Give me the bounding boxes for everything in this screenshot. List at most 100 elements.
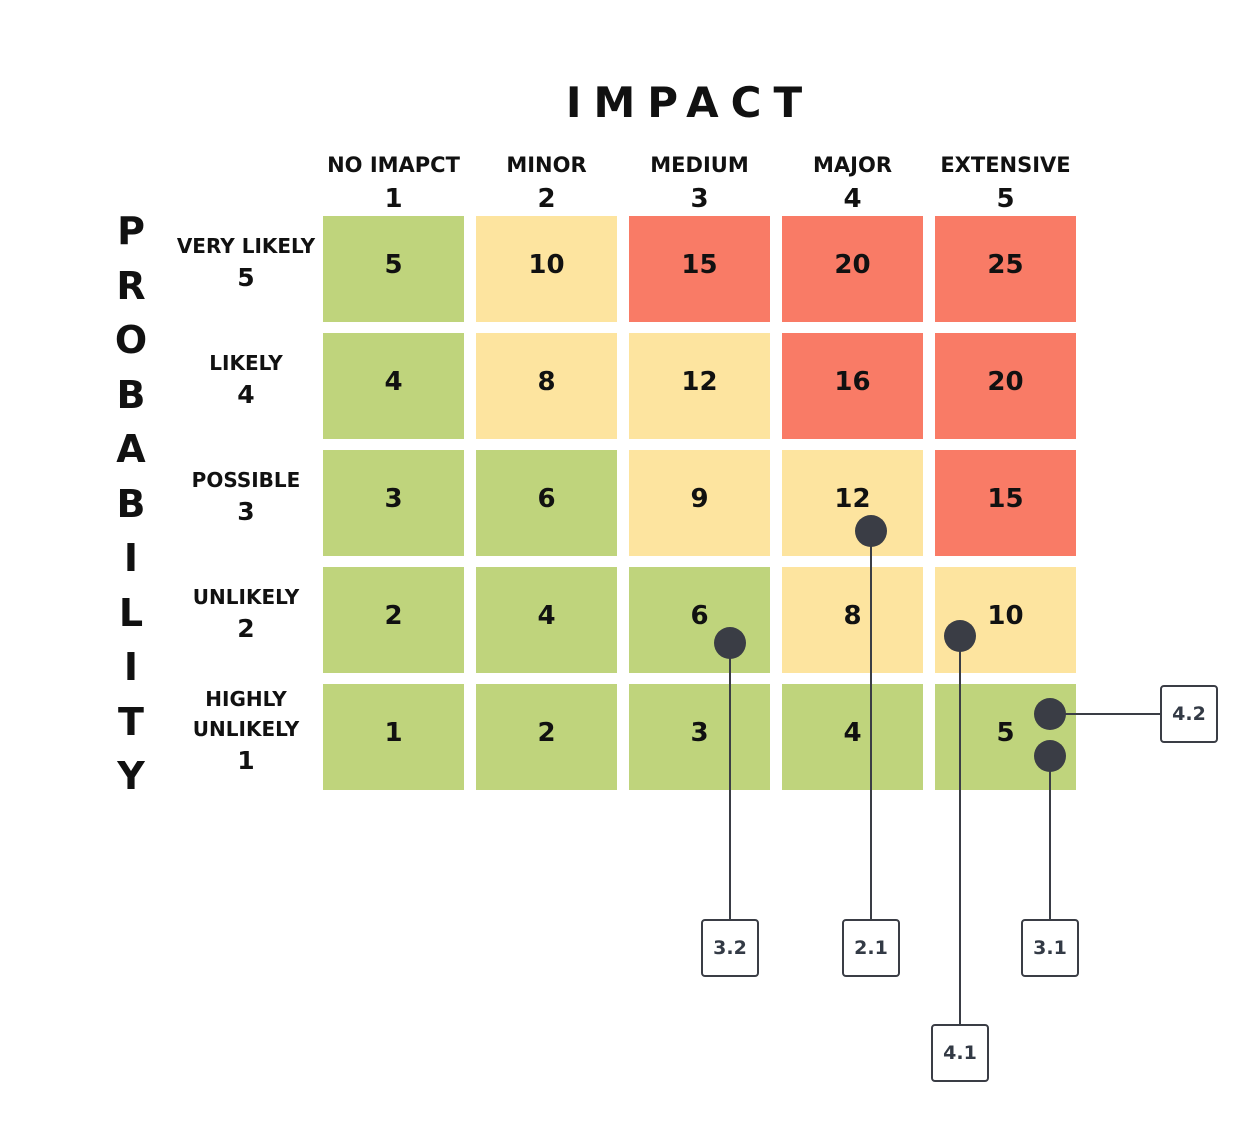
probability-row-name: UNLIKELY: [192, 717, 300, 741]
risk-score: 2: [384, 601, 403, 631]
impact-column-name: EXTENSIVE: [940, 153, 1071, 177]
risk-score: 12: [834, 484, 871, 514]
probability-row-4: LIKELY 4: [172, 327, 320, 433]
risk-score: 25: [987, 250, 1024, 280]
impact-column-name: MEDIUM: [650, 153, 749, 177]
probability-letter: B: [116, 372, 146, 417]
risk-cell-4-5: 20: [935, 333, 1076, 439]
risk-score: 16: [834, 367, 871, 397]
probability-letter: T: [118, 699, 144, 744]
risk-score: 12: [681, 367, 718, 397]
risk-score: 5: [384, 250, 403, 280]
risk-score: 5: [996, 718, 1015, 748]
risk-cell-4-3: 12: [629, 333, 770, 439]
impact-column-value: 1: [384, 184, 403, 214]
risk-cell-2-5: 10: [935, 567, 1076, 673]
risk-score: 6: [537, 484, 556, 514]
probability-letter: P: [117, 209, 145, 253]
marker-callout-4.1: 4.1: [931, 1024, 989, 1082]
risk-cell-5-4: 20: [782, 216, 923, 322]
impact-column-value: 4: [843, 184, 862, 214]
marker-callout-2.1: 2.1: [842, 919, 900, 977]
risk-score: 20: [834, 250, 871, 280]
risk-cell-1-2: 2: [476, 684, 617, 790]
impact-column-3: MEDIUM 3: [615, 148, 785, 216]
risk-score: 9: [690, 484, 709, 514]
impact-column-value: 5: [996, 184, 1015, 214]
marker-callout-3.1: 3.1: [1021, 919, 1079, 977]
risk-cell-2-1: 2: [323, 567, 464, 673]
probability-row-1: HIGHLY UNLIKELY 1: [172, 678, 320, 784]
probability-letter: Y: [117, 754, 145, 798]
risk-cell-5-2: 10: [476, 216, 617, 322]
risk-cell-3-5: 15: [935, 450, 1076, 556]
probability-row-name: POSSIBLE: [191, 468, 301, 492]
impact-column-name: MINOR: [506, 153, 587, 177]
risk-score: 2: [537, 718, 556, 748]
probability-row-value: 3: [237, 497, 255, 526]
risk-cell-5-1: 5: [323, 216, 464, 322]
probability-row-value: 1: [237, 746, 255, 775]
risk-cell-4-4: 16: [782, 333, 923, 439]
risk-cell-2-4: 8: [782, 567, 923, 673]
probability-row-3: POSSIBLE 3: [172, 444, 320, 550]
risk-score: 4: [843, 718, 862, 748]
risk-cell-2-2: 4: [476, 567, 617, 673]
marker-callout-3.2: 3.2: [701, 919, 759, 977]
probability-letter: I: [123, 536, 139, 580]
risk-cell-1-4: 4: [782, 684, 923, 790]
probability-letter: O: [114, 318, 148, 362]
risk-cell-2-3: 6: [629, 567, 770, 673]
risk-cell-5-5: 25: [935, 216, 1076, 322]
risk-cell-3-2: 6: [476, 450, 617, 556]
probability-letter: L: [118, 590, 144, 635]
impact-column-4: MAJOR 4: [768, 148, 938, 216]
marker-dot-2.1: [855, 515, 887, 547]
risk-score: 8: [843, 601, 862, 631]
risk-score: 4: [384, 367, 403, 397]
impact-column-value: 2: [537, 184, 556, 214]
probability-row-2: UNLIKELY 2: [172, 561, 320, 667]
risk-score: 8: [537, 367, 556, 397]
probability-row-name: LIKELY: [209, 351, 283, 375]
risk-score: 1: [384, 718, 403, 748]
risk-cell-4-2: 8: [476, 333, 617, 439]
risk-cell-5-3: 15: [629, 216, 770, 322]
risk-score: 15: [681, 250, 718, 280]
risk-cell-3-4: 12: [782, 450, 923, 556]
probability-row-5: VERY LIKELY 5: [172, 210, 320, 316]
probability-row-value: 5: [237, 263, 255, 292]
risk-cell-4-1: 4: [323, 333, 464, 439]
impact-column-1: NO IMAPCT 1: [309, 148, 479, 216]
marker-dot-3.1: [1034, 740, 1066, 772]
probability-letter: I: [123, 645, 139, 689]
impact-column-name: NO IMAPCT: [327, 153, 460, 177]
probability-row-name: VERY LIKELY: [176, 234, 316, 258]
probability-row-value: 2: [237, 614, 255, 643]
probability-letter: R: [116, 263, 146, 308]
marker-dot-4.1: [944, 620, 976, 652]
probability-letter: A: [116, 427, 146, 471]
risk-score: 10: [987, 601, 1024, 631]
impact-column-name: MAJOR: [813, 153, 892, 177]
risk-score: 3: [384, 484, 403, 514]
impact-column-value: 3: [690, 184, 709, 214]
risk-score: 15: [987, 484, 1024, 514]
risk-cell-3-1: 3: [323, 450, 464, 556]
risk-score: 10: [528, 250, 565, 280]
marker-dot-3.2: [714, 627, 746, 659]
risk-cell-3-3: 9: [629, 450, 770, 556]
probability-row-name: HIGHLY: [205, 687, 287, 711]
risk-score: 6: [690, 601, 709, 631]
impact-column-2: MINOR 2: [462, 148, 632, 216]
impact-column-5: EXTENSIVE 5: [921, 148, 1091, 216]
risk-score: 20: [987, 367, 1024, 397]
probability-letter: B: [116, 481, 146, 526]
probability-row-value: 4: [237, 380, 255, 409]
impact-axis-title: IMPACT: [565, 78, 815, 127]
risk-score: 4: [537, 601, 556, 631]
risk-cell-1-1: 1: [323, 684, 464, 790]
marker-dot-4.2: [1034, 698, 1066, 730]
probability-row-name: UNLIKELY: [192, 585, 300, 609]
